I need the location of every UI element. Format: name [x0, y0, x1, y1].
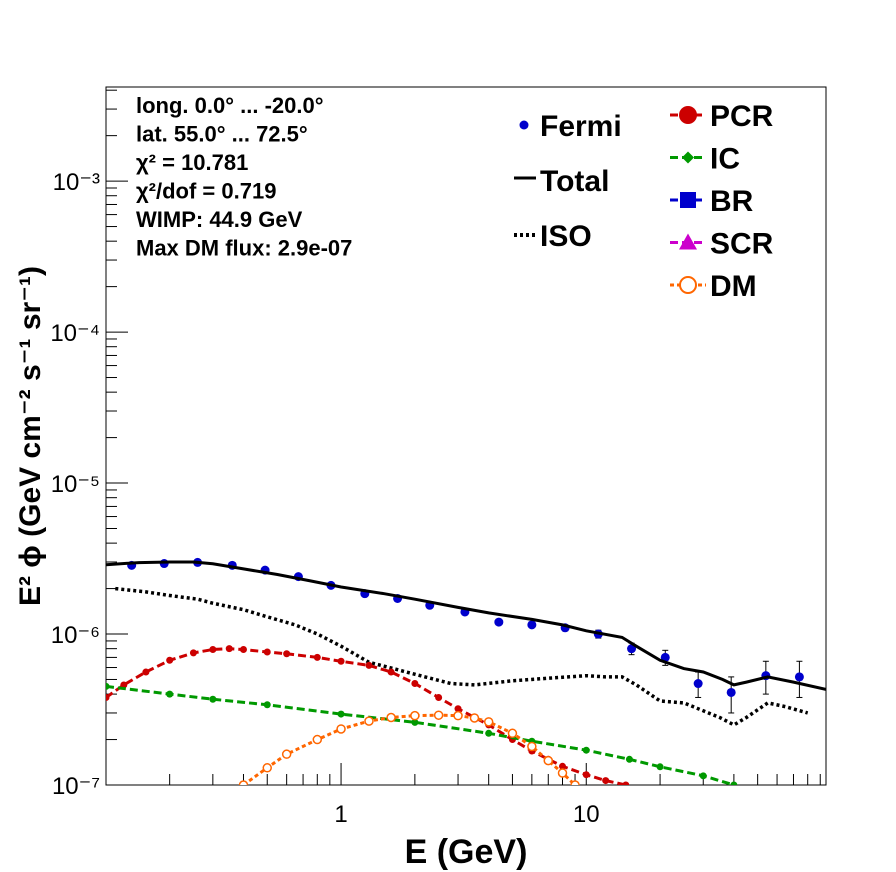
ic-marker: [582, 746, 590, 754]
ic-marker: [166, 690, 174, 698]
y-tick-label: 10⁻⁴: [50, 320, 100, 347]
iso-legend-label: ISO: [540, 220, 592, 253]
ic-line: [106, 684, 735, 785]
pcr-marker: [189, 649, 197, 657]
plot-area: [106, 557, 826, 785]
axis-ticks: 1 10 10⁻⁷ 10⁻⁶ 10⁻⁵ 10⁻⁴ 10⁻³: [50, 89, 821, 828]
dm-marker: [433, 710, 444, 720]
annotation-line: Max DM flux: 2.9e-07: [136, 236, 352, 261]
ic-marker: [485, 729, 493, 737]
fermi-legend-label: Fermi: [540, 110, 622, 143]
br-legend-label: BR: [710, 185, 754, 218]
pcr-marker: [166, 656, 174, 664]
annotation-line: long. 0.0° ... -20.0°: [136, 93, 324, 118]
dm-marker: [469, 713, 480, 723]
x-tick-label: 1: [334, 801, 347, 828]
dm-marker: [527, 741, 537, 752]
pcr-marker: [209, 645, 217, 653]
ic-marker: [263, 701, 271, 709]
pcr-marker: [239, 645, 247, 653]
ic-marker: [337, 710, 345, 718]
dm-marker: [281, 749, 292, 759]
ic-marker: [699, 772, 707, 780]
dm-marker: [507, 728, 518, 739]
pcr-marker: [387, 668, 395, 676]
plot-frame: [105, 86, 827, 786]
pcr-marker: [106, 693, 110, 701]
dm-marker: [483, 717, 494, 727]
ic-marker: [411, 718, 419, 726]
y-tick-label: 10⁻⁷: [52, 773, 100, 800]
pcr-marker: [602, 777, 610, 785]
pcr-marker: [142, 668, 150, 676]
dm-marker: [453, 710, 463, 721]
fermi-point: [726, 687, 736, 697]
annotation-line: χ²/dof = 0.719: [136, 179, 276, 204]
dm-marker: [336, 724, 346, 734]
br-legend-marker: [680, 192, 696, 208]
y-tick-label: 10⁻⁶: [51, 622, 100, 649]
fermi-point: [527, 620, 537, 630]
pcr-legend-marker: [679, 106, 697, 124]
x-axis-label: E (GeV): [405, 833, 528, 871]
pcr-marker: [337, 657, 345, 665]
total-legend-label: Total: [540, 165, 609, 198]
fermi-point: [494, 617, 504, 627]
ic-marker: [209, 695, 217, 703]
pcr-marker: [120, 681, 128, 689]
dm-marker: [570, 780, 580, 785]
y-tick-label: 10⁻³: [53, 169, 100, 196]
ic-marker: [106, 682, 110, 690]
fermi-legend-marker: [519, 120, 529, 130]
annotation-line: lat. 55.0° ... 72.5°: [136, 122, 308, 147]
dm-line: [242, 713, 577, 785]
ic-legend-marker: [682, 151, 694, 164]
y-axis-label: E² ϕ (GeV cm⁻² s⁻¹ sr⁻¹): [14, 266, 47, 606]
dm-marker: [410, 710, 420, 721]
scr-legend-label: SCR: [710, 228, 774, 261]
annotation-line: χ² = 10.781: [136, 150, 248, 175]
annotations: long. 0.0° ... -20.0° lat. 55.0° ... 72.5…: [136, 93, 352, 261]
legend: Fermi Total ISO PCR IC BR SCR DM: [514, 100, 774, 303]
annotation-line: WIMP: 44.9 GeV: [136, 207, 303, 232]
dm-marker: [386, 712, 396, 723]
ic-marker: [656, 763, 664, 771]
pcr-marker: [435, 693, 443, 701]
y-tick-label: 10⁻⁵: [51, 471, 100, 498]
pcr-marker: [225, 645, 233, 653]
fermi-point: [794, 672, 804, 682]
total-line: [106, 560, 826, 691]
ic-marker: [730, 781, 738, 785]
pcr-marker: [313, 653, 321, 661]
pcr-marker: [558, 762, 566, 770]
scr-legend-marker: [679, 233, 697, 250]
pcr-marker: [411, 680, 419, 688]
dm-marker: [543, 755, 554, 766]
ic-legend-label: IC: [710, 143, 740, 176]
ic-marker: [625, 755, 633, 763]
plot-frame-group: [105, 86, 827, 786]
pcr-marker: [454, 705, 462, 713]
x-tick-label: 10: [573, 801, 600, 828]
dm-legend-marker: [679, 276, 697, 294]
fermi-point: [693, 679, 703, 689]
dm-marker: [238, 780, 249, 785]
dm-marker: [262, 763, 272, 773]
fermi-point: [660, 652, 670, 662]
pcr-legend-label: PCR: [710, 100, 774, 133]
series-layer: [106, 557, 826, 785]
pcr-marker: [582, 771, 590, 779]
pcr-marker: [283, 650, 291, 658]
pcr-marker: [365, 661, 373, 669]
pcr-marker: [263, 648, 271, 656]
dm-legend-label: DM: [710, 270, 757, 303]
dm-marker: [364, 716, 374, 726]
dm-marker: [557, 768, 568, 778]
dm-marker: [312, 734, 323, 745]
pcr-marker: [622, 781, 630, 785]
